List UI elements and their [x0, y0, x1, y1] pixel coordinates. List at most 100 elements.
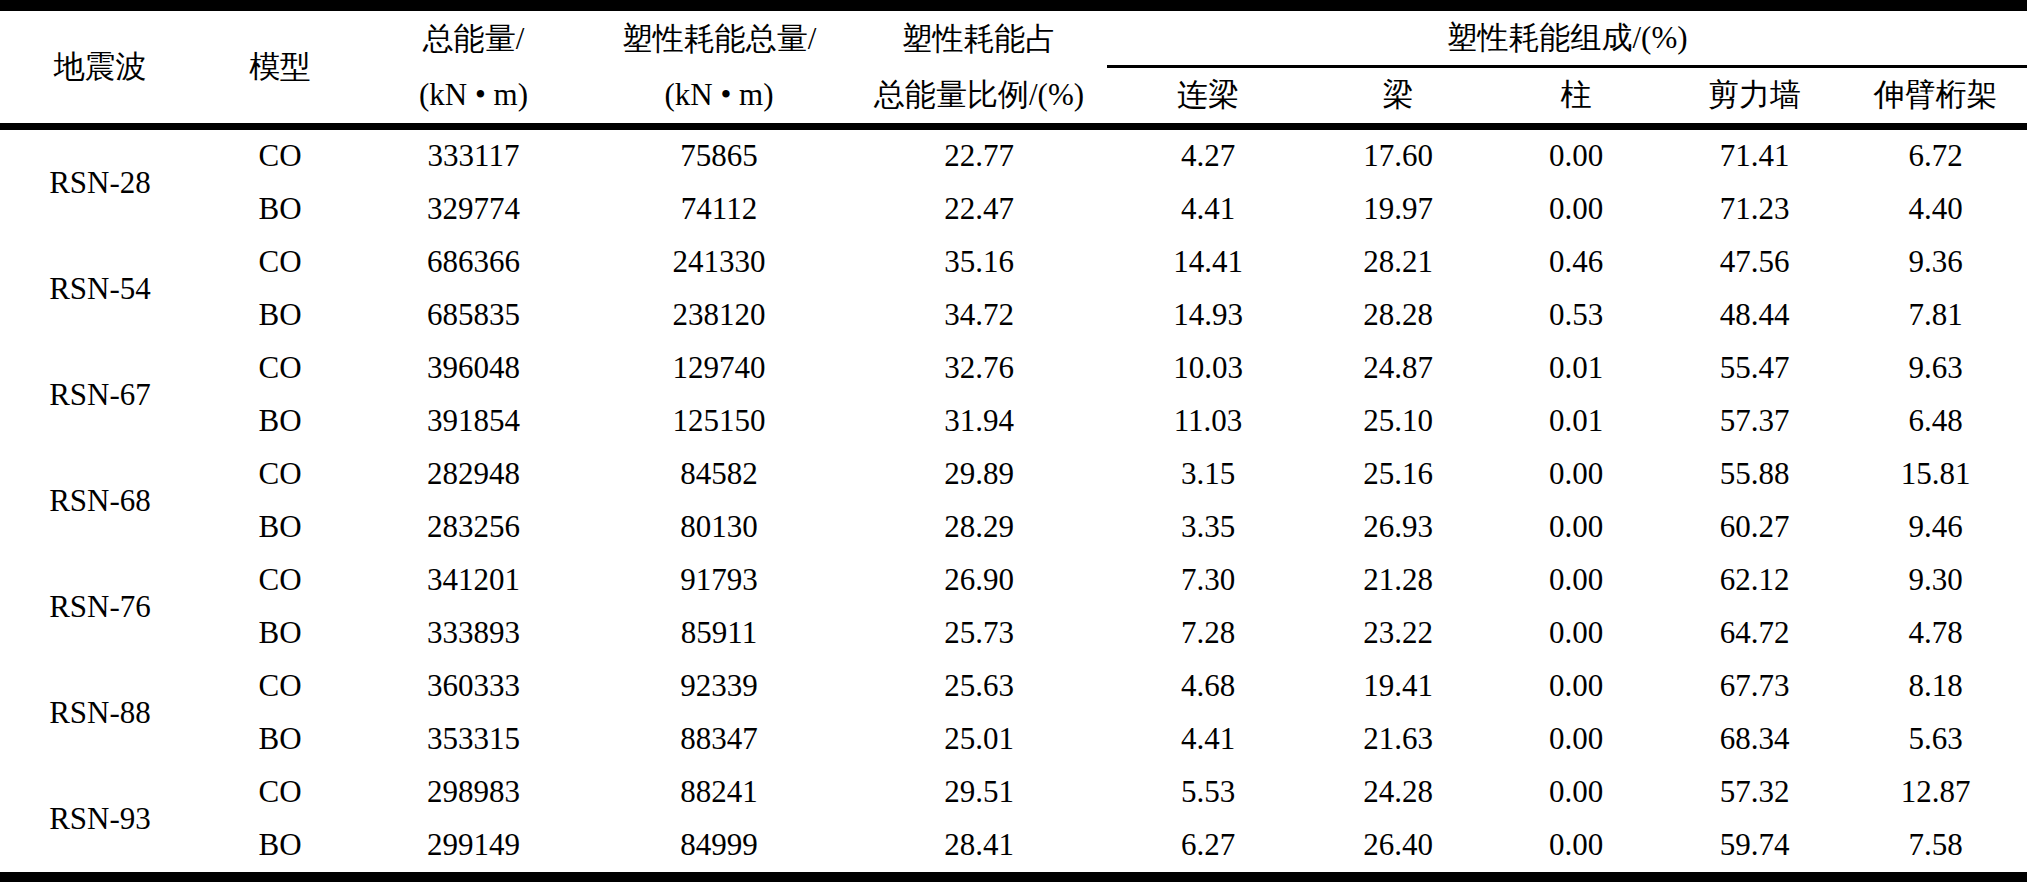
comp-outrigger-cell: 9.30 — [1844, 554, 2027, 607]
ratio-cell: 31.94 — [851, 395, 1107, 448]
comp-shear-wall-cell: 64.72 — [1665, 607, 1844, 660]
comp-shear-wall-cell: 62.12 — [1665, 554, 1844, 607]
comp-column-cell: 0.53 — [1487, 289, 1665, 342]
plastic-total-cell: 75865 — [587, 127, 851, 184]
ratio-cell: 34.72 — [851, 289, 1107, 342]
table-row: BO 685835 238120 34.72 14.93 28.28 0.53 … — [0, 289, 2027, 342]
comp-column-cell: 0.46 — [1487, 236, 1665, 289]
comp-outrigger-cell: 9.63 — [1844, 342, 2027, 395]
comp-shear-wall-cell: 71.23 — [1665, 183, 1844, 236]
comp-beam-cell: 21.63 — [1309, 713, 1487, 766]
plastic-total-cell: 238120 — [587, 289, 851, 342]
comp-shear-wall-cell: 57.37 — [1665, 395, 1844, 448]
header-ratio-line2: 总能量比例/(%) — [851, 67, 1107, 123]
ratio-cell: 25.73 — [851, 607, 1107, 660]
table-row: RSN-88 CO 360333 92339 25.63 4.68 19.41 … — [0, 660, 2027, 713]
model-cell: CO — [200, 236, 360, 289]
comp-coupling-beam-cell: 4.41 — [1107, 713, 1309, 766]
plastic-total-cell: 85911 — [587, 607, 851, 660]
total-energy-cell: 391854 — [360, 395, 587, 448]
header-total-energy-line1: 总能量/ — [360, 11, 587, 67]
ratio-cell: 25.01 — [851, 713, 1107, 766]
plastic-total-cell: 80130 — [587, 501, 851, 554]
comp-outrigger-cell: 6.72 — [1844, 127, 2027, 184]
table-row: BO 333893 85911 25.73 7.28 23.22 0.00 64… — [0, 607, 2027, 660]
model-cell: BO — [200, 713, 360, 766]
total-energy-cell: 298983 — [360, 766, 587, 819]
ratio-cell: 26.90 — [851, 554, 1107, 607]
comp-coupling-beam-cell: 3.15 — [1107, 448, 1309, 501]
total-energy-cell: 353315 — [360, 713, 587, 766]
model-cell: CO — [200, 554, 360, 607]
table-row: BO 283256 80130 28.29 3.35 26.93 0.00 60… — [0, 501, 2027, 554]
comp-beam-cell: 28.28 — [1309, 289, 1487, 342]
comp-outrigger-cell: 9.36 — [1844, 236, 2027, 289]
wave-cell: RSN-93 — [0, 766, 200, 877]
comp-coupling-beam-cell: 11.03 — [1107, 395, 1309, 448]
comp-column-cell: 0.00 — [1487, 554, 1665, 607]
header-plastic-total-unit: (kN • m) — [587, 67, 851, 123]
total-energy-cell: 396048 — [360, 342, 587, 395]
total-energy-cell: 299149 — [360, 819, 587, 877]
comp-shear-wall-cell: 48.44 — [1665, 289, 1844, 342]
header-ratio-line1: 塑性耗能占 — [851, 11, 1107, 67]
comp-column-cell: 0.00 — [1487, 183, 1665, 236]
comp-coupling-beam-cell: 5.53 — [1107, 766, 1309, 819]
comp-shear-wall-cell: 55.88 — [1665, 448, 1844, 501]
table-row: RSN-93 CO 298983 88241 29.51 5.53 24.28 … — [0, 766, 2027, 819]
model-cell: CO — [200, 660, 360, 713]
comp-shear-wall-cell: 60.27 — [1665, 501, 1844, 554]
header-total-energy: 总能量/ (kN • m) — [360, 6, 587, 127]
comp-beam-cell: 19.41 — [1309, 660, 1487, 713]
comp-column-cell: 0.01 — [1487, 395, 1665, 448]
comp-outrigger-cell: 7.58 — [1844, 819, 2027, 877]
comp-coupling-beam-cell: 14.41 — [1107, 236, 1309, 289]
header-shear-wall: 剪力墙 — [1665, 66, 1844, 127]
header-plastic-total: 塑性耗能总量/ (kN • m) — [587, 6, 851, 127]
table-row: BO 353315 88347 25.01 4.41 21.63 0.00 68… — [0, 713, 2027, 766]
header-column: 柱 — [1487, 66, 1665, 127]
energy-dissipation-table: 地震波 模型 总能量/ (kN • m) 塑性耗能总量/ (kN • m) 塑性… — [0, 0, 2027, 882]
comp-shear-wall-cell: 68.34 — [1665, 713, 1844, 766]
comp-shear-wall-cell: 59.74 — [1665, 819, 1844, 877]
header-model: 模型 — [200, 6, 360, 127]
plastic-total-cell: 92339 — [587, 660, 851, 713]
model-cell: BO — [200, 819, 360, 877]
model-cell: BO — [200, 607, 360, 660]
comp-outrigger-cell: 5.63 — [1844, 713, 2027, 766]
total-energy-cell: 333893 — [360, 607, 587, 660]
comp-column-cell: 0.00 — [1487, 607, 1665, 660]
model-cell: BO — [200, 183, 360, 236]
header-outrigger-truss: 伸臂桁架 — [1844, 66, 2027, 127]
ratio-cell: 29.89 — [851, 448, 1107, 501]
total-energy-cell: 360333 — [360, 660, 587, 713]
ratio-cell: 29.51 — [851, 766, 1107, 819]
comp-beam-cell: 25.10 — [1309, 395, 1487, 448]
comp-column-cell: 0.00 — [1487, 819, 1665, 877]
wave-cell: RSN-88 — [0, 660, 200, 766]
total-energy-cell: 685835 — [360, 289, 587, 342]
total-energy-cell: 333117 — [360, 127, 587, 184]
comp-outrigger-cell: 15.81 — [1844, 448, 2027, 501]
comp-beam-cell: 17.60 — [1309, 127, 1487, 184]
plastic-total-cell: 88347 — [587, 713, 851, 766]
comp-coupling-beam-cell: 4.41 — [1107, 183, 1309, 236]
wave-cell: RSN-76 — [0, 554, 200, 660]
header-composition-group: 塑性耗能组成/(%) — [1107, 6, 2027, 67]
comp-shear-wall-cell: 71.41 — [1665, 127, 1844, 184]
plastic-total-cell: 241330 — [587, 236, 851, 289]
comp-beam-cell: 21.28 — [1309, 554, 1487, 607]
comp-coupling-beam-cell: 10.03 — [1107, 342, 1309, 395]
total-energy-cell: 329774 — [360, 183, 587, 236]
comp-column-cell: 0.00 — [1487, 127, 1665, 184]
comp-coupling-beam-cell: 3.35 — [1107, 501, 1309, 554]
total-energy-cell: 341201 — [360, 554, 587, 607]
comp-beam-cell: 28.21 — [1309, 236, 1487, 289]
wave-cell: RSN-68 — [0, 448, 200, 554]
comp-outrigger-cell: 4.40 — [1844, 183, 2027, 236]
comp-shear-wall-cell: 67.73 — [1665, 660, 1844, 713]
ratio-cell: 22.77 — [851, 127, 1107, 184]
wave-cell: RSN-67 — [0, 342, 200, 448]
ratio-cell: 25.63 — [851, 660, 1107, 713]
comp-beam-cell: 24.87 — [1309, 342, 1487, 395]
